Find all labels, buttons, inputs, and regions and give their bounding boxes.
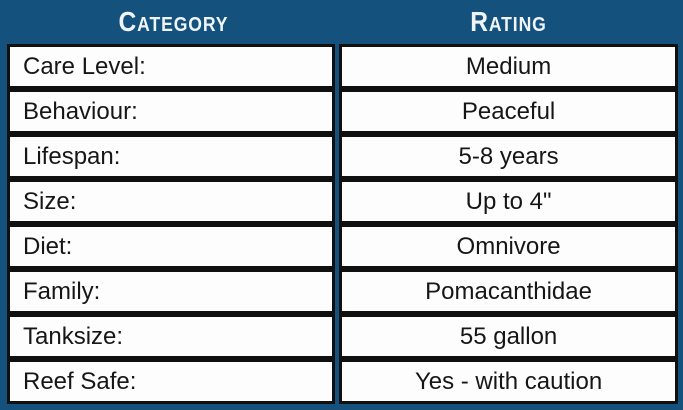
- rating-cell: Up to 4": [339, 179, 678, 224]
- rating-cell: 55 gallon: [339, 314, 678, 359]
- category-cell: Behaviour:: [7, 89, 336, 134]
- rating-cell: 5-8 years: [339, 134, 678, 179]
- table-row: Family: Pomacanthidae: [7, 269, 678, 314]
- table-row: Size: Up to 4": [7, 179, 678, 224]
- table-row: Reef Safe: Yes - with caution: [7, 359, 678, 404]
- rating-cell: Medium: [339, 44, 678, 89]
- table-row: Care Level: Medium: [7, 44, 678, 89]
- table-row: Tanksize: 55 gallon: [7, 314, 678, 359]
- category-cell: Lifespan:: [7, 134, 336, 179]
- category-cell: Diet:: [7, 224, 336, 269]
- table-row: Lifespan: 5-8 years: [7, 134, 678, 179]
- column-header-rating-label: Rating: [470, 6, 547, 37]
- rating-cell: Peaceful: [339, 89, 678, 134]
- column-header-category: Category: [7, 6, 339, 38]
- category-cell: Size:: [7, 179, 336, 224]
- table-header-row: Category Rating: [7, 0, 678, 44]
- rating-cell: Yes - with caution: [339, 359, 678, 404]
- table-row: Behaviour: Peaceful: [7, 89, 678, 134]
- rating-cell: Omnivore: [339, 224, 678, 269]
- category-cell: Reef Safe:: [7, 359, 336, 404]
- rating-cell: Pomacanthidae: [339, 269, 678, 314]
- column-header-category-label: Category: [118, 6, 229, 37]
- column-header-rating: Rating: [339, 6, 678, 38]
- table-row: Diet: Omnivore: [7, 224, 678, 269]
- category-cell: Care Level:: [7, 44, 336, 89]
- category-cell: Family:: [7, 269, 336, 314]
- category-cell: Tanksize:: [7, 314, 336, 359]
- table-body: Care Level: Medium Behaviour: Peaceful L…: [7, 44, 678, 404]
